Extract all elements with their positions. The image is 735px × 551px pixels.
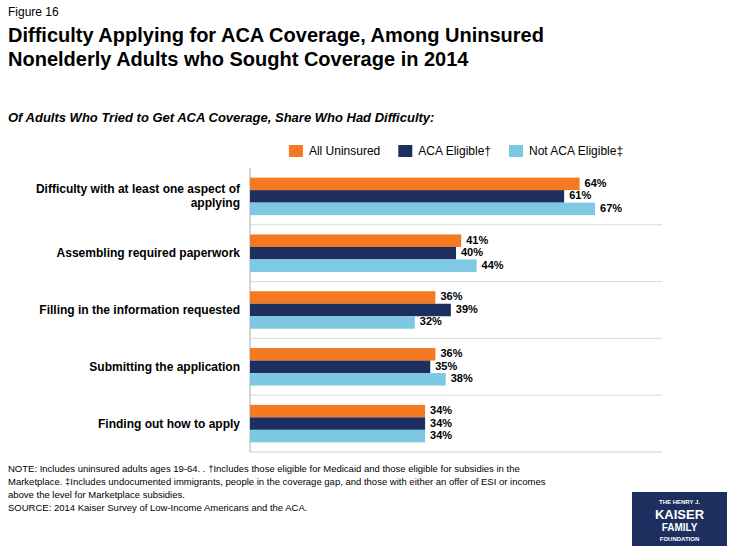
- data-label: 36%: [440, 290, 462, 302]
- bar: [250, 203, 595, 215]
- data-label: 41%: [466, 234, 488, 246]
- data-label: 67%: [600, 202, 622, 214]
- data-label: 35%: [435, 360, 457, 372]
- category-label: Filling in the information requested: [39, 303, 240, 317]
- legend-swatch: [509, 145, 523, 157]
- logo-text: KAISER: [655, 507, 705, 522]
- data-label: 39%: [456, 303, 478, 315]
- bar: [250, 178, 580, 190]
- logo: [632, 492, 727, 546]
- bar: [250, 361, 430, 373]
- data-label: 32%: [420, 315, 442, 327]
- category-label: Submitting the application: [89, 360, 240, 374]
- logo-text: FAMILY: [662, 522, 698, 533]
- bar: [250, 304, 451, 316]
- data-label: 64%: [585, 177, 607, 189]
- data-label: 61%: [569, 189, 591, 201]
- x-axis-line: [250, 452, 662, 453]
- bar: [250, 373, 446, 385]
- bar: [250, 417, 425, 429]
- data-label: 38%: [451, 372, 473, 384]
- legend: All Uninsured ACA Eligible† Not ACA Eligib…: [289, 144, 623, 158]
- legend-swatch: [289, 145, 303, 157]
- legend-label: All Uninsured: [309, 144, 380, 158]
- bar: [250, 348, 435, 360]
- bar: [250, 259, 477, 271]
- bar: [250, 190, 564, 202]
- data-label: 34%: [430, 429, 452, 441]
- data-label: 40%: [461, 246, 483, 258]
- logo-text: THE HENRY J.: [659, 499, 700, 505]
- bars: [250, 178, 595, 443]
- bar: [250, 247, 456, 259]
- bar: [250, 316, 415, 328]
- bar: [250, 291, 435, 303]
- category-label: Difficulty with at least one aspect ofap…: [36, 182, 241, 210]
- note: NOTE: Includes uninsured adults ages 19-…: [8, 463, 546, 513]
- data-labels: 64%61%67%41%40%44%36%39%32%36%35%38%34%3…: [420, 177, 622, 441]
- category-label: Assembling required paperwork: [57, 246, 241, 260]
- data-label: 36%: [440, 347, 462, 359]
- bar: [250, 405, 425, 417]
- separator: [250, 395, 662, 396]
- category-label: Finding out how to apply: [98, 417, 240, 431]
- data-label: 44%: [482, 259, 504, 271]
- data-label: 34%: [430, 417, 452, 429]
- legend-swatch: [398, 145, 412, 157]
- bar: [250, 430, 425, 442]
- title: Difficulty Applying for ACA Coverage, Am…: [8, 24, 544, 70]
- legend-label: ACA Eligible†: [418, 144, 491, 158]
- subtitle: Of Adults Who Tried to Get ACA Coverage,…: [8, 110, 434, 125]
- figure-label: Figure 16: [8, 5, 59, 19]
- bar: [250, 234, 461, 246]
- data-label: 34%: [430, 404, 452, 416]
- chart: Figure 16 Difficulty Applying for ACA Cov…: [0, 0, 735, 551]
- separator: [250, 338, 662, 339]
- legend-label: Not ACA Eligible‡: [529, 144, 623, 158]
- logo-text: FOUNDATION: [660, 536, 700, 542]
- separator: [250, 224, 662, 225]
- separator: [250, 281, 662, 282]
